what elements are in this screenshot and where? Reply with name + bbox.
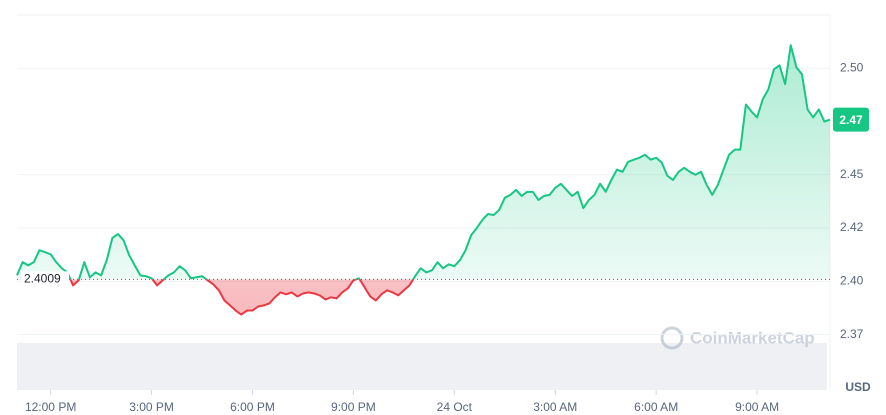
baseline-label: 2.4009 [24,272,61,286]
x-tick-label: 3:00 PM [129,400,174,414]
watermark-text: CoinMarketCap [690,328,815,347]
x-tick-label: 12:00 PM [25,400,76,414]
baseline-label-bg [21,271,69,288]
watermark: CoinMarketCap [660,326,815,350]
price-line-down [69,279,415,316]
y-tick-label: 2.42 [840,220,864,234]
last-price-badge [833,107,869,132]
x-tick-label: 24 Oct [437,400,473,414]
y-tick-label: 2.37 [840,327,864,341]
x-tick-label: 9:00 AM [735,400,779,414]
price-line-up [16,44,831,280]
x-tick-label: 6:00 AM [634,400,678,414]
area-down [17,279,830,315]
x-tick-label: 6:00 PM [230,400,275,414]
x-tick-label: 3:00 AM [533,400,577,414]
y-tick-label: 2.40 [840,274,864,288]
volume-band [17,343,827,390]
area-up [17,45,830,280]
y-tick-label: 2.45 [840,167,864,181]
last-price-label: 2.47 [839,113,863,127]
y-tick-label: 2.50 [840,60,864,74]
x-tick-label: 9:00 PM [331,400,376,414]
unit-label: USD [845,380,871,394]
